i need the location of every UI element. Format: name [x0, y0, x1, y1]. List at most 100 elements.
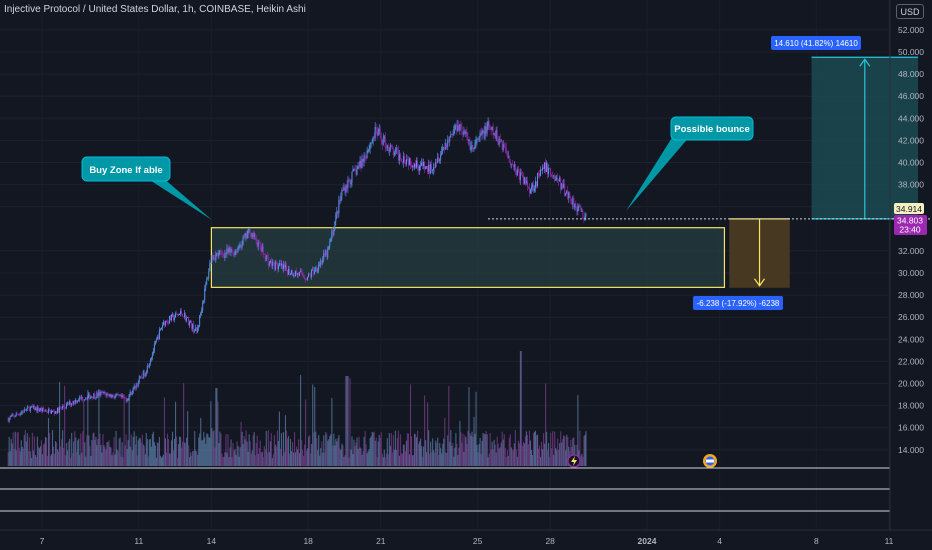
currency-button[interactable]: USD [896, 4, 924, 19]
volume-bar [198, 437, 200, 466]
candle-body [358, 166, 360, 167]
candle-body [142, 371, 144, 379]
candle-body [165, 321, 167, 322]
candle-body [488, 121, 490, 126]
candle-body [115, 395, 117, 397]
candle-body [481, 131, 483, 136]
volume-bar [246, 441, 248, 466]
volume-bar [405, 440, 408, 466]
buy-zone-callout-box[interactable] [81, 156, 171, 182]
candle-body [530, 187, 532, 190]
candle-body [259, 242, 261, 248]
buy-zone-box[interactable] [210, 227, 726, 288]
volume-bar [515, 449, 517, 466]
volume-bar [372, 432, 374, 466]
candle-body [215, 254, 217, 261]
short-position-tool[interactable] [729, 218, 790, 288]
volume-bar [546, 431, 548, 466]
price-tick-label: 22.000 [898, 356, 924, 366]
volume-bar [335, 438, 337, 466]
volume-bar [195, 450, 197, 466]
candle-body [483, 131, 485, 139]
economic-events-icon[interactable] [703, 454, 717, 468]
candle-body [333, 230, 335, 235]
volume-bar [336, 441, 338, 466]
volume-bar [168, 453, 171, 466]
volume-bar [247, 451, 249, 466]
candle-body [413, 166, 414, 168]
candle-body [459, 124, 461, 131]
candle-body [303, 275, 305, 278]
candle-body [101, 391, 103, 393]
candle-body [174, 317, 175, 321]
volume-bar [89, 445, 91, 466]
volume-bar [303, 455, 305, 466]
volume-bar [334, 445, 336, 466]
candle-body [160, 328, 162, 330]
candle-body [382, 138, 384, 145]
volume-bar [21, 446, 23, 466]
candle-body [52, 410, 53, 412]
candle-body [189, 321, 191, 326]
candle-body [199, 315, 201, 326]
candle-body [224, 252, 226, 258]
volume-bar [125, 434, 127, 466]
bounce-callout-box[interactable] [670, 116, 754, 141]
candle-body [7, 418, 9, 422]
candle-body [579, 205, 581, 208]
time-tick-label: 11 [885, 536, 894, 546]
volume-bar [279, 448, 281, 466]
candle-body [345, 185, 347, 193]
volume-bar [130, 434, 132, 466]
volume-bar [365, 444, 367, 466]
chart-tool-icons[interactable] [567, 454, 717, 468]
candle-body [24, 409, 26, 411]
volume-bar [505, 456, 507, 466]
candle-body [241, 244, 243, 248]
volume-bar [321, 441, 323, 466]
volume-bar [352, 454, 354, 466]
volume-bar [171, 431, 174, 466]
time-axis[interactable]: 7 11 14 18 21 25 28 2024 4 8 11 [40, 536, 894, 546]
candle-body [221, 251, 223, 254]
candle-body [580, 207, 582, 212]
volume-bar [36, 436, 38, 466]
candle-body [415, 164, 416, 168]
volume-bar [529, 440, 532, 466]
volume-bar [494, 444, 496, 466]
candle-body [342, 189, 344, 191]
buy-zone-callout[interactable]: Buy Zone If able [81, 156, 212, 220]
symbol-title[interactable]: Injective Protocol / United States Dolla… [4, 4, 306, 15]
buy-zone-rectangle[interactable] [210, 227, 726, 288]
candle-body [132, 387, 134, 393]
candle-body [8, 418, 10, 422]
candle-body [298, 273, 299, 276]
candle-body [440, 154, 442, 160]
candle-body [150, 357, 152, 361]
volume-bar [567, 436, 569, 466]
candle-body [146, 365, 148, 373]
volume-bar [324, 452, 326, 466]
bounce-callout-pointer [626, 136, 690, 211]
candle-body [261, 246, 263, 252]
volume-bar [47, 417, 50, 466]
candle-body [498, 138, 500, 145]
volume-bar [141, 434, 143, 466]
price-tick-label: 26.000 [898, 312, 924, 322]
long-position-tool[interactable] [811, 56, 919, 220]
volume-bar [317, 449, 319, 466]
flash-icon[interactable] [567, 454, 581, 468]
candle-body [113, 397, 115, 398]
candle-body [503, 144, 505, 147]
volume-bar [312, 384, 314, 466]
current-price-tag [894, 215, 927, 235]
bounce-callout[interactable]: Possible bounce [626, 116, 754, 211]
candle-body [373, 137, 375, 139]
candle-body [537, 173, 538, 187]
time-tick-label: 4 [717, 536, 722, 546]
volume-bar [573, 437, 575, 466]
volume-bar [230, 439, 232, 466]
volume-bar [46, 455, 49, 466]
candle-body [540, 169, 541, 177]
